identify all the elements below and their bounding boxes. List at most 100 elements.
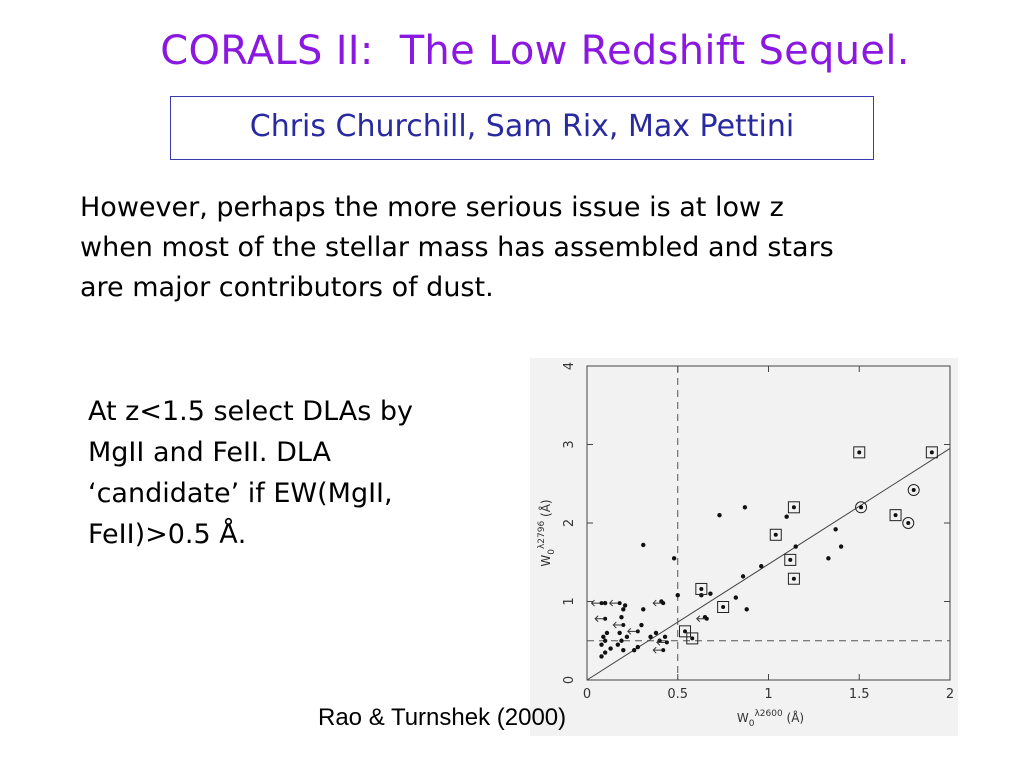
boxed-point bbox=[717, 600, 730, 613]
selection-criteria-text: At z<1.5 select DLAs by MgII and FeII. D… bbox=[88, 391, 508, 555]
data-point bbox=[624, 634, 630, 640]
side-text-line: ‘candidate’ if EW(MgII, bbox=[88, 478, 393, 509]
upper-limit-arrow bbox=[656, 638, 665, 646]
data-point bbox=[717, 512, 722, 518]
data-point bbox=[740, 574, 746, 579]
upper-limit-arrow bbox=[652, 599, 662, 607]
circled-point-dot bbox=[906, 521, 911, 525]
x-tick-label: 2 bbox=[946, 687, 954, 702]
circled-point-dot bbox=[859, 505, 864, 510]
data-point bbox=[635, 644, 641, 650]
boxed-point-dot bbox=[788, 557, 793, 562]
data-point bbox=[608, 646, 613, 651]
upper-limit-arrow bbox=[612, 621, 622, 629]
upper-limit-arrow bbox=[608, 599, 618, 607]
data-point bbox=[621, 607, 626, 612]
x-tick-label: 1 bbox=[764, 687, 772, 702]
boxed-point-dot bbox=[690, 636, 695, 641]
boxed-point-dot bbox=[773, 532, 778, 537]
circled-point bbox=[907, 484, 920, 497]
upper-limit-arrow bbox=[696, 615, 705, 623]
boxed-point-dot bbox=[791, 505, 796, 510]
data-point bbox=[744, 607, 749, 612]
upper-limit-point bbox=[621, 623, 626, 628]
boxed-point-dot bbox=[699, 586, 704, 591]
y-tick-label: 3 bbox=[562, 440, 577, 448]
upper-limit-arrow bbox=[594, 615, 604, 623]
data-point bbox=[838, 544, 844, 549]
data-point bbox=[653, 630, 659, 636]
boxed-point bbox=[889, 509, 902, 522]
data-point bbox=[619, 615, 624, 620]
upper-limit-point bbox=[599, 601, 604, 606]
data-point bbox=[699, 593, 704, 598]
upper-limit-point bbox=[635, 629, 640, 634]
data-point bbox=[641, 542, 646, 548]
data-point bbox=[759, 563, 764, 569]
data-point bbox=[621, 647, 626, 653]
data-point bbox=[639, 622, 644, 628]
x-tick-label: 0 bbox=[583, 687, 591, 702]
data-point bbox=[833, 527, 838, 532]
data-point bbox=[631, 647, 637, 653]
upper-limit-arrow bbox=[590, 599, 600, 607]
y-tick-label: 4 bbox=[562, 362, 577, 370]
data-point bbox=[615, 642, 621, 647]
side-text-line: MgII and FeII. DLA bbox=[88, 437, 331, 468]
data-point bbox=[742, 505, 748, 510]
data-point bbox=[602, 638, 608, 643]
data-point bbox=[617, 630, 622, 636]
data-point bbox=[708, 591, 713, 596]
data-point bbox=[826, 556, 831, 561]
data-point bbox=[784, 514, 789, 519]
boxed-point bbox=[784, 553, 797, 566]
data-point bbox=[641, 607, 646, 612]
data-point bbox=[675, 593, 680, 598]
figure-caption: Rao & Turnshek (2000) bbox=[318, 704, 567, 731]
data-point bbox=[604, 630, 610, 636]
y-tick-label: 1 bbox=[562, 597, 577, 605]
data-point bbox=[622, 603, 628, 608]
data-point bbox=[671, 556, 677, 561]
boxed-point-dot bbox=[929, 450, 934, 455]
boxed-point bbox=[787, 572, 800, 585]
paragraph-line: However, perhaps the more serious issue … bbox=[80, 192, 784, 223]
boxed-point-dot bbox=[857, 450, 862, 455]
data-point bbox=[599, 642, 604, 647]
plot-frame bbox=[586, 365, 951, 681]
y-axis-label: W0λ2796 (Å) bbox=[537, 499, 557, 566]
data-point bbox=[602, 650, 608, 655]
fit-line bbox=[586, 448, 951, 681]
x-tick-label: 0.5 bbox=[667, 687, 688, 702]
x-tick-label: 1.5 bbox=[849, 687, 870, 702]
circled-point bbox=[902, 517, 915, 529]
authors-box: Chris Churchill, Sam Rix, Max Pettini bbox=[170, 96, 874, 160]
paragraph-line: when most of the stellar mass has assemb… bbox=[80, 232, 834, 263]
y-tick-label: 2 bbox=[562, 519, 577, 527]
circled-point bbox=[855, 501, 868, 514]
data-point bbox=[648, 634, 653, 640]
upper-limit-arrow bbox=[627, 627, 636, 635]
data-point bbox=[601, 634, 606, 640]
upper-limit-point bbox=[704, 616, 709, 621]
y-tick-label: 0 bbox=[562, 676, 577, 684]
paragraph-line: are major contributors of dust. bbox=[80, 272, 494, 303]
upper-limit-point bbox=[661, 648, 666, 653]
boxed-point bbox=[769, 528, 782, 541]
scatter-plot-figure: 0 0.5 1 1.5 2 0 1 2 3 4 W0λ2600 (Å) W0λ2796 (Å) bbox=[530, 358, 958, 736]
upper-limit-point bbox=[603, 616, 608, 621]
upper-limit-point bbox=[664, 640, 669, 645]
side-text-line: At z<1.5 select DLAs by bbox=[88, 396, 413, 427]
boxed-point-dot bbox=[791, 576, 796, 581]
x-axis-label: W0λ2600 (Å) bbox=[737, 709, 804, 729]
data-point bbox=[602, 600, 608, 606]
scatter-plot: 0 0.5 1 1.5 2 0 1 2 3 4 W0λ2600 (Å) W0λ2796 (Å) bbox=[537, 362, 954, 729]
upper-limit-point bbox=[617, 601, 622, 606]
intro-paragraph: However, perhaps the more serious issue … bbox=[80, 188, 980, 308]
slide-title: CORALS II: The Low Redshift Sequel. bbox=[160, 28, 910, 74]
data-point bbox=[599, 654, 604, 659]
boxed-point bbox=[787, 501, 800, 514]
boxed-point-dot bbox=[893, 513, 898, 518]
boxed-point bbox=[695, 582, 708, 595]
data-point bbox=[662, 634, 668, 640]
